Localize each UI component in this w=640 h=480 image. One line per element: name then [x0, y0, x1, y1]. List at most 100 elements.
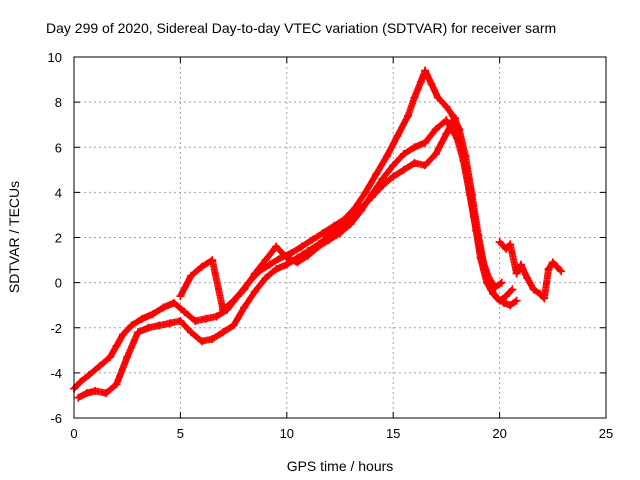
data-point: [478, 256, 487, 265]
data-point: [421, 161, 430, 170]
data-point: [148, 310, 157, 319]
data-point: [410, 93, 419, 102]
data-point: [523, 274, 532, 283]
data-point: [187, 271, 196, 280]
data-point: [548, 258, 557, 267]
x-tick-label: 0: [70, 426, 77, 441]
data-point: [431, 125, 440, 134]
data-point: [250, 287, 259, 296]
data-point: [187, 328, 196, 337]
data-point: [314, 242, 323, 251]
data-point: [308, 235, 317, 244]
x-tick-label: 15: [386, 426, 400, 441]
data-point: [123, 353, 132, 362]
data-point: [367, 190, 376, 199]
y-tick-label: -2: [50, 321, 62, 336]
data-point: [442, 129, 451, 138]
data-point: [250, 269, 259, 278]
data-point: [112, 380, 121, 389]
data-point: [346, 219, 355, 228]
data-point: [282, 260, 291, 269]
data-point: [208, 335, 217, 344]
data-point: [272, 265, 281, 274]
data-point: [282, 253, 291, 262]
data-point: [465, 190, 474, 199]
data-point: [399, 165, 408, 174]
data-point: [512, 269, 521, 278]
data-point: [427, 80, 436, 89]
data-point: [450, 113, 459, 122]
data-point: [297, 242, 306, 251]
series-1: [70, 66, 521, 393]
data-point: [484, 274, 493, 283]
data-point: [389, 161, 398, 170]
data-point: [101, 389, 110, 398]
y-axis-label: SDTVAR / TECUs: [6, 181, 22, 293]
data-point: [218, 305, 227, 314]
data-point: [553, 262, 562, 271]
data-point: [304, 251, 313, 260]
x-tick-label: 5: [177, 426, 184, 441]
data-point: [421, 66, 430, 75]
data-point: [421, 138, 430, 147]
data-point: [95, 362, 104, 371]
y-tick-label: 0: [55, 276, 62, 291]
data-point: [410, 159, 419, 168]
y-tick-label: -4: [50, 366, 62, 381]
data-point: [497, 278, 506, 287]
data-point: [442, 102, 451, 111]
data-point: [170, 298, 179, 307]
series-markers: [176, 116, 506, 314]
data-point: [361, 188, 370, 197]
data-point: [389, 172, 398, 181]
x-tick-labels: 0 5 10 15 20 25: [70, 426, 613, 441]
data-point: [180, 307, 189, 316]
data-point: [208, 256, 217, 265]
y-tick-label: 10: [48, 50, 62, 65]
data-point: [261, 256, 270, 265]
data-point: [229, 321, 238, 330]
data-point: [176, 316, 185, 325]
chart-title: Day 299 of 2020, Sidereal Day-to-day VTE…: [46, 20, 556, 36]
data-point: [144, 323, 153, 332]
data-point: [336, 222, 344, 231]
data-point: [399, 150, 408, 159]
data-point: [472, 226, 481, 235]
axis-ticks: [73, 56, 607, 419]
data-point: [516, 260, 525, 269]
data-point: [459, 156, 468, 165]
data-point: [138, 314, 147, 323]
data-point: [261, 274, 270, 283]
data-point: [159, 303, 168, 312]
y-tick-labels: -6 -4 -2 0 2 4 6 8 10: [48, 50, 62, 426]
data-point: [416, 77, 425, 86]
data-point: [529, 285, 538, 294]
data-point: [501, 244, 510, 253]
data-point: [357, 206, 366, 215]
x-tick-label: 10: [280, 426, 294, 441]
data-point: [495, 296, 504, 305]
x-tick-label: 20: [492, 426, 506, 441]
data-point: [336, 228, 344, 237]
y-tick-label: 6: [55, 140, 62, 155]
data-point: [112, 341, 121, 350]
data-point: [506, 240, 515, 249]
data-point: [293, 258, 302, 267]
data-point: [240, 285, 249, 294]
y-tick-label: 8: [55, 95, 62, 110]
data-point: [501, 292, 510, 301]
data-point: [508, 285, 517, 294]
data-point: [325, 235, 334, 244]
data-point: [287, 249, 296, 258]
data-point: [91, 386, 100, 395]
data-point: [191, 316, 200, 325]
data-point: [74, 393, 83, 402]
data-point: [404, 111, 413, 120]
y-tick-label: 2: [55, 231, 62, 246]
data-point: [229, 296, 238, 305]
data-point: [453, 134, 462, 143]
data-point: [201, 314, 210, 323]
data-point: [378, 174, 387, 183]
data-point: [212, 312, 221, 321]
